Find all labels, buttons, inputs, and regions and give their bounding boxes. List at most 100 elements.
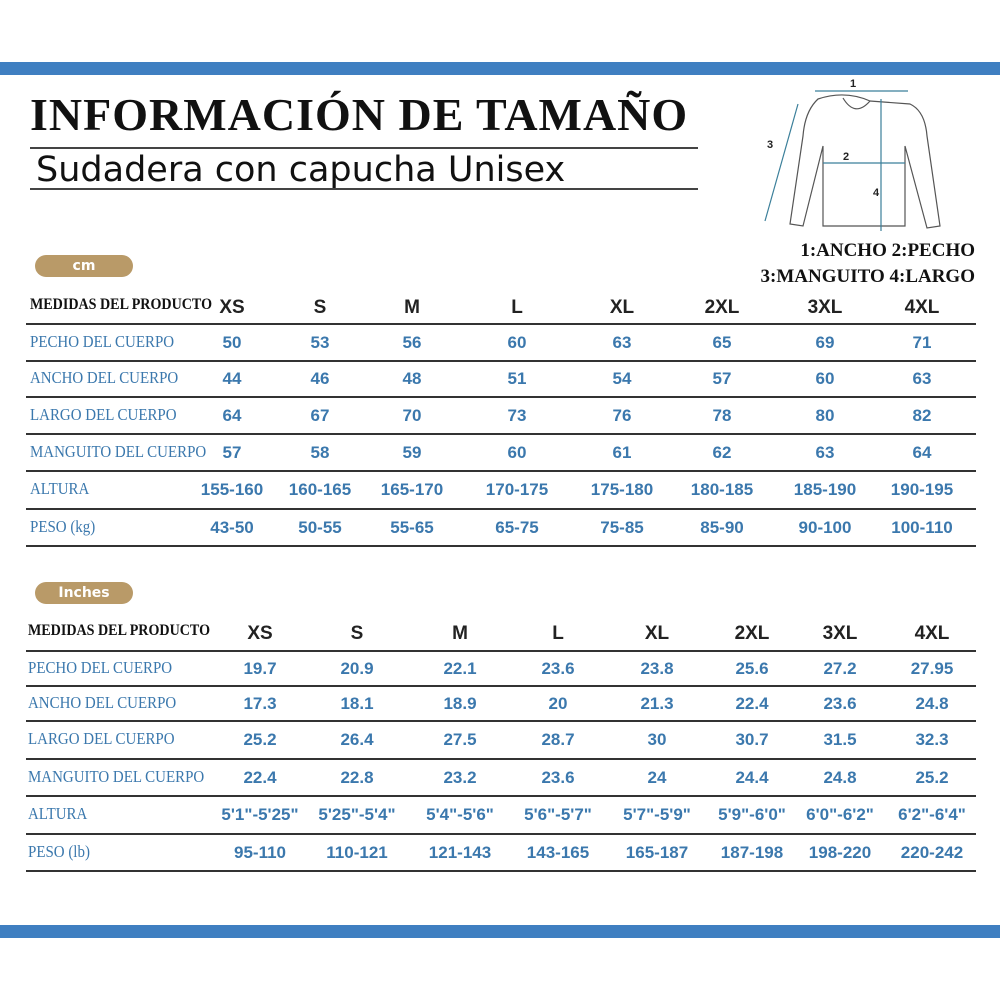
row-label: ALTURA xyxy=(28,804,88,823)
table-cell: 121-143 xyxy=(428,842,492,862)
table-header-row: MEDIDAS DEL PRODUCTO XS S M L XL 2XL 3XL 4XL xyxy=(26,290,976,325)
diagram-label: 3 xyxy=(767,139,773,151)
row-divider xyxy=(26,508,976,510)
table-row: PESO (lb) 95-110 110-121 121-143 143-165 165-… xyxy=(26,835,976,872)
table-row: ANCHO DEL CUERPO 17.3 18.1 18.9 20 21.3 22.4 23… xyxy=(26,687,976,722)
size-header: S xyxy=(313,296,327,318)
table-cell: 190-195 xyxy=(890,480,954,499)
table-row: LARGO DEL CUERPO 64 67 70 73 76 78 80 82 xyxy=(26,398,976,435)
table-cell: 24.8 xyxy=(915,693,949,713)
table-cell: 53 xyxy=(310,332,330,352)
top-accent-bar xyxy=(0,62,1000,75)
table-cell: 44 xyxy=(222,369,242,388)
table-cell: 6'0"-6'2" xyxy=(806,805,874,824)
table-cell: 54 xyxy=(612,369,632,388)
table-row: ANCHO DEL CUERPO 44 46 48 51 54 57 60 63 xyxy=(26,362,976,398)
table-cell: 185-190 xyxy=(793,480,857,499)
size-header: XL xyxy=(609,296,635,318)
header-label: MEDIDAS DEL PRODUCTO xyxy=(28,621,211,639)
row-label: ANCHO DEL CUERPO xyxy=(30,368,179,387)
table-cell: 85-90 xyxy=(700,517,744,537)
table-cell: 155-160 xyxy=(200,480,264,499)
table-cell: 22.4 xyxy=(243,767,277,787)
table-cell: 57 xyxy=(712,369,732,388)
table-cell: 70 xyxy=(402,405,422,425)
table-cell: 46 xyxy=(310,369,330,388)
table-cell: 160-165 xyxy=(288,480,352,499)
table-cell: 28.7 xyxy=(541,730,575,749)
table-cell: 175-180 xyxy=(590,480,654,499)
table-cell: 5'6"-5'7" xyxy=(524,805,592,824)
size-header: 2XL xyxy=(734,622,770,644)
table-cell: 55-65 xyxy=(390,517,434,537)
table-row: ALTURA 155-160 160-165 165-170 170-175 175-18… xyxy=(26,472,976,510)
row-label: ANCHO DEL CUERPO xyxy=(28,692,177,712)
table-cell: 5'4"-5'6" xyxy=(426,805,494,824)
table-cell: 69 xyxy=(815,332,835,352)
diagram-label: 1 xyxy=(850,78,856,90)
table-cell: 21.3 xyxy=(640,693,674,713)
size-header: 4XL xyxy=(914,622,950,644)
table-cell: 60 xyxy=(507,332,527,352)
diagram-label: 2 xyxy=(843,151,849,163)
row-divider xyxy=(26,833,976,835)
table-cell: 61 xyxy=(612,442,632,462)
row-divider xyxy=(26,870,976,872)
table-cell: 51 xyxy=(507,369,527,388)
table-cell: 30.7 xyxy=(735,730,769,749)
size-header: 3XL xyxy=(807,296,843,318)
diagram-legend-line: 1:ANCHO 2:PECHO xyxy=(800,240,975,261)
table-cell: 20 xyxy=(548,693,568,713)
bottom-accent-bar xyxy=(0,925,1000,938)
table-cell: 20.9 xyxy=(340,658,374,678)
table-cell: 100-110 xyxy=(891,517,953,537)
header-label: MEDIDAS DEL PRODUCTO xyxy=(30,295,213,313)
table-cell: 24.4 xyxy=(735,767,769,787)
divider xyxy=(30,188,698,190)
diagram-label: 4 xyxy=(873,187,880,199)
row-divider xyxy=(26,650,976,652)
table-cell: 82 xyxy=(912,405,932,425)
table-cell: 24 xyxy=(647,767,667,787)
size-header: XL xyxy=(644,622,670,644)
table-cell: 43-50 xyxy=(210,517,254,537)
size-header: L xyxy=(511,296,523,318)
table-cell: 22.1 xyxy=(443,658,477,678)
table-cell: 75-85 xyxy=(600,517,644,537)
table-row: PECHO DEL CUERPO 19.7 20.9 22.1 23.6 23.8 25.6… xyxy=(26,652,976,687)
table-cell: 60 xyxy=(507,442,527,462)
table-cell: 62 xyxy=(712,442,732,462)
table-cell: 220-242 xyxy=(900,842,964,862)
table-cell: 26.4 xyxy=(340,730,374,749)
size-header: XS xyxy=(247,622,273,644)
table-cell: 71 xyxy=(912,332,932,352)
table-cell: 48 xyxy=(402,369,422,388)
row-divider xyxy=(26,545,976,547)
table-cell: 23.8 xyxy=(640,658,674,678)
table-cell: 24.8 xyxy=(823,767,857,787)
table-cell: 187-198 xyxy=(720,842,784,862)
table-cell: 25.2 xyxy=(915,767,949,787)
table-cell: 22.8 xyxy=(340,767,374,787)
unit-badge-inches: Inches xyxy=(35,582,133,604)
table-cell: 23.6 xyxy=(541,658,575,678)
table-row: LARGO DEL CUERPO 25.2 26.4 27.5 28.7 30 30.7 31… xyxy=(26,722,976,760)
table-cell: 32.3 xyxy=(915,730,949,749)
row-label: MANGUITO DEL CUERPO xyxy=(30,441,207,461)
table-cell: 25.6 xyxy=(735,658,769,678)
table-cell: 95-110 xyxy=(234,842,286,862)
table-cell: 90-100 xyxy=(798,517,852,537)
row-label: PESO (lb) xyxy=(28,841,90,861)
table-cell: 56 xyxy=(402,332,422,352)
row-label: PECHO DEL CUERPO xyxy=(28,657,173,677)
table-cell: 60 xyxy=(815,369,835,388)
size-header: M xyxy=(452,622,468,644)
page-subtitle: Sudadera con capucha Unisex xyxy=(36,150,566,190)
table-cell: 198-220 xyxy=(808,842,872,862)
diagram-legend-line: 3:MANGUITO 4:LARGO xyxy=(760,266,975,287)
table-cell: 31.5 xyxy=(823,730,857,749)
size-header: M xyxy=(404,296,420,318)
table-cell: 17.3 xyxy=(243,693,277,713)
table-cell: 80 xyxy=(815,405,835,425)
table-cell: 65-75 xyxy=(495,517,539,537)
